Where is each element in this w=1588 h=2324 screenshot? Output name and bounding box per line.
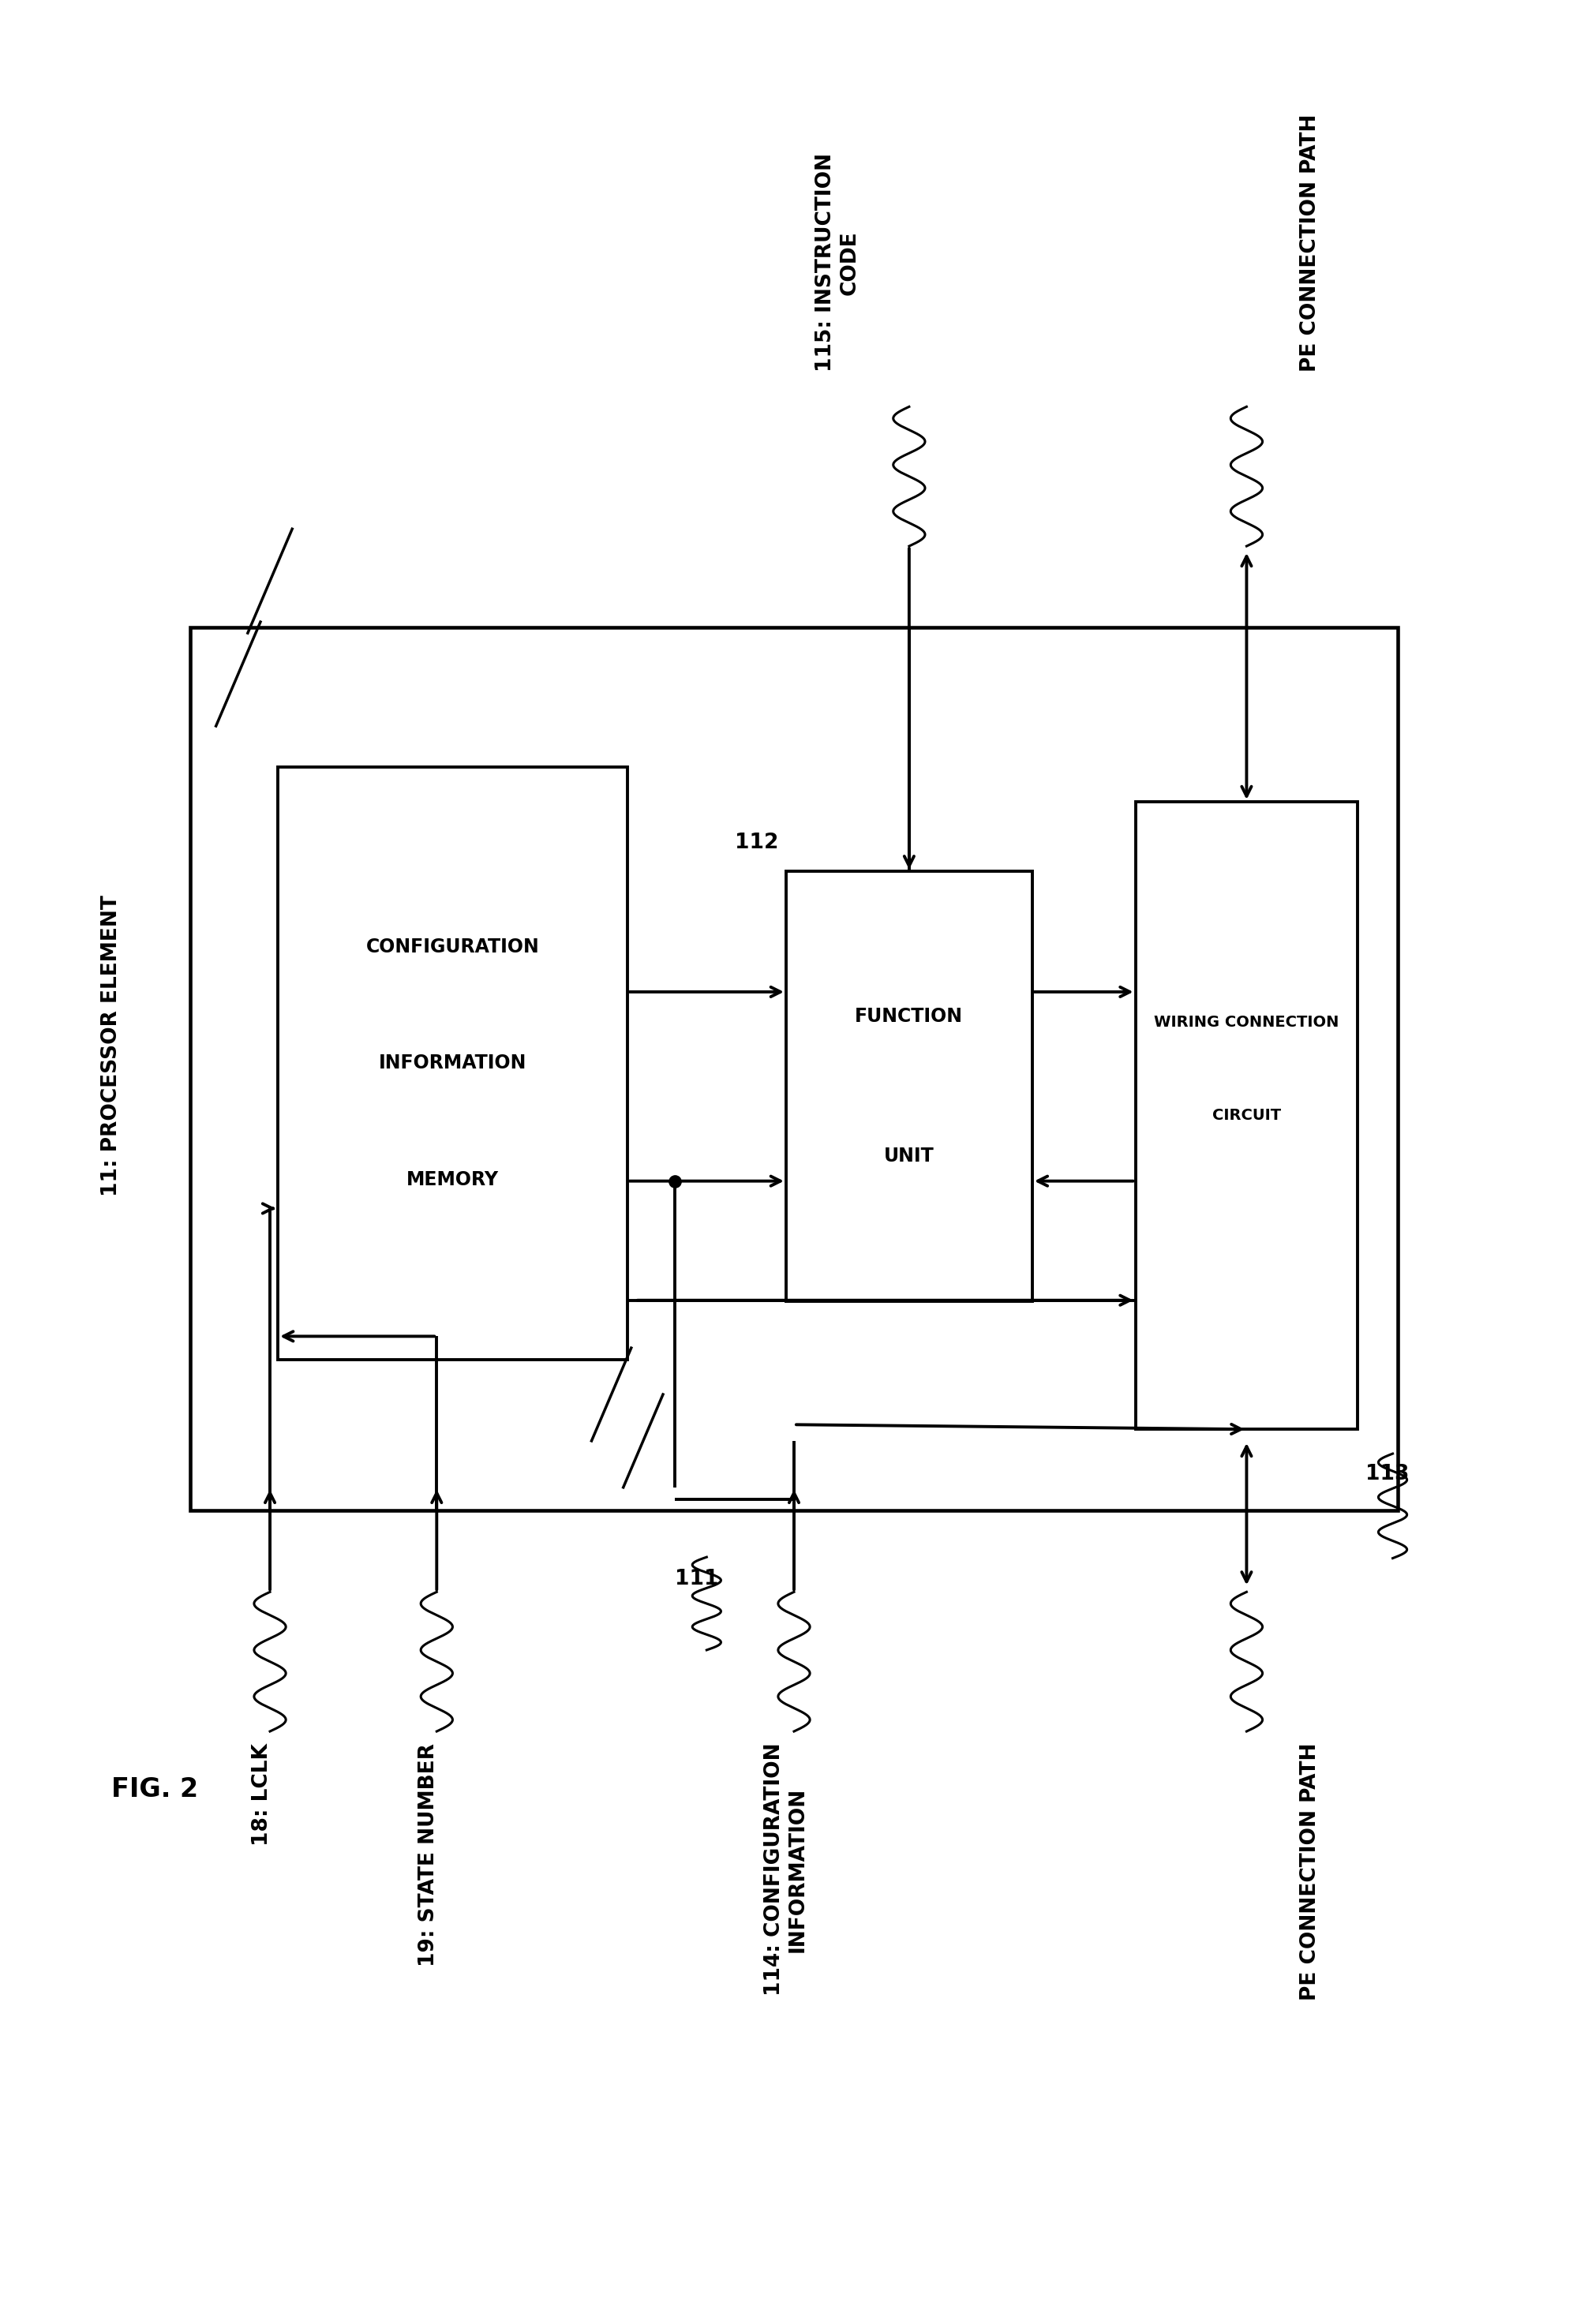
Text: 115: INSTRUCTION
CODE: 115: INSTRUCTION CODE [816,153,859,372]
Text: INFORMATION: INFORMATION [378,1053,527,1074]
Text: 19: STATE NUMBER: 19: STATE NUMBER [419,1743,438,1966]
Bar [786,872,1032,1301]
Text: UNIT: UNIT [885,1146,934,1167]
Text: 18: LCLK: 18: LCLK [252,1743,272,1845]
Bar [191,627,1397,1511]
Bar [1135,802,1358,1429]
Text: CIRCUIT: CIRCUIT [1212,1109,1282,1122]
Text: FUNCTION: FUNCTION [854,1006,964,1027]
Text: PE CONNECTION PATH: PE CONNECTION PATH [1301,1743,1320,2001]
Text: CONFIGURATION: CONFIGURATION [365,937,540,957]
Text: 11: PROCESSOR ELEMENT: 11: PROCESSOR ELEMENT [102,895,121,1197]
Text: 112: 112 [734,832,778,853]
Text: MEMORY: MEMORY [407,1169,499,1190]
Text: 113: 113 [1366,1464,1410,1485]
Text: 114: CONFIGURATION
INFORMATION: 114: CONFIGURATION INFORMATION [764,1743,808,1996]
Bar [278,767,627,1360]
Text: PE CONNECTION PATH: PE CONNECTION PATH [1301,114,1320,372]
Text: 111: 111 [675,1569,719,1590]
Text: FIG. 2: FIG. 2 [111,1776,198,1803]
Text: WIRING CONNECTION: WIRING CONNECTION [1154,1016,1339,1030]
